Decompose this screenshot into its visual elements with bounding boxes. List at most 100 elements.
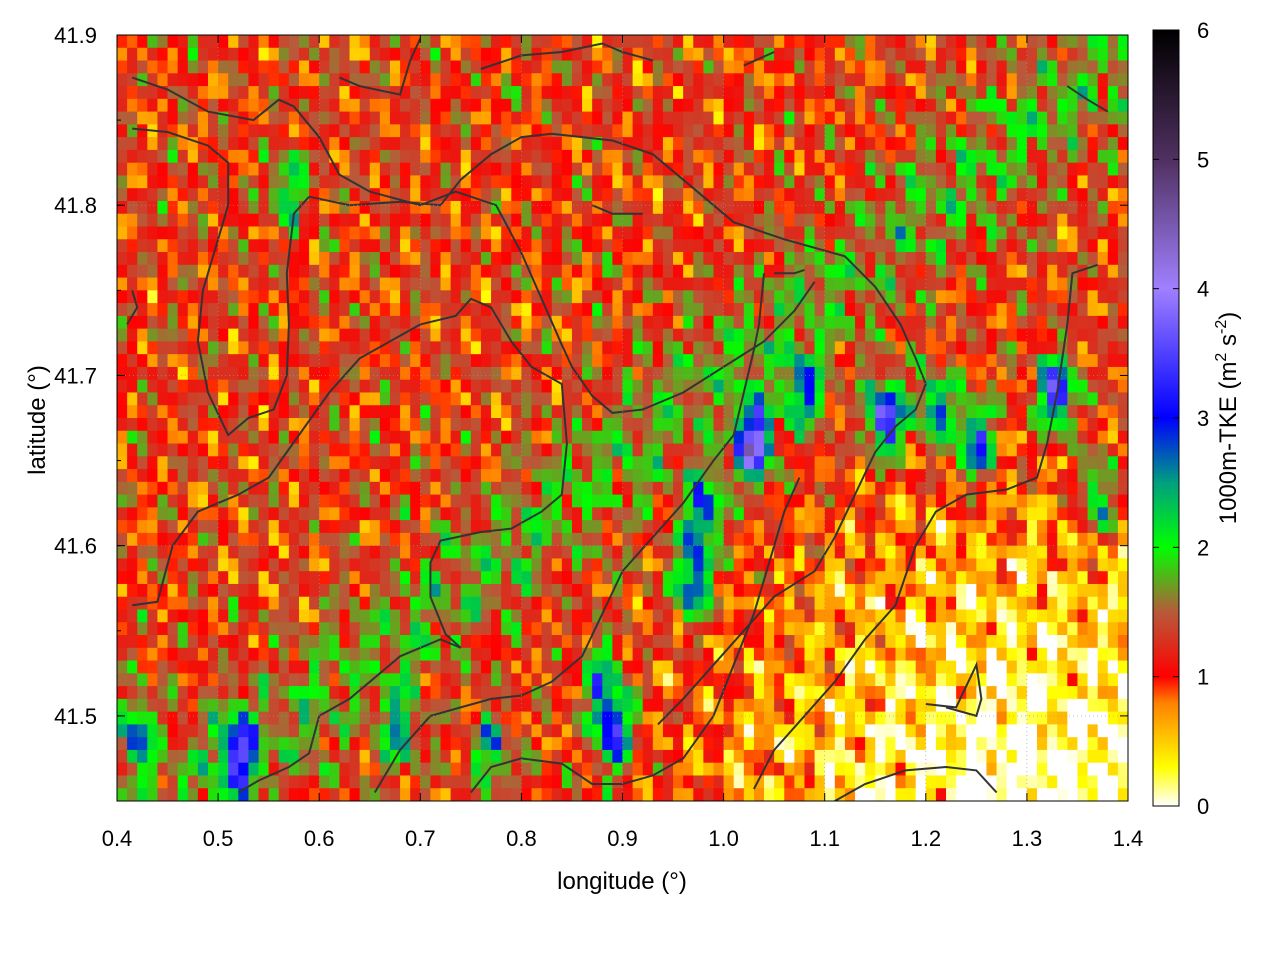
heatmap-cell — [673, 315, 684, 330]
heatmap-cell — [996, 264, 1008, 279]
heatmap-cell — [521, 443, 533, 457]
heatmap-cell — [844, 532, 856, 547]
heatmap-cell — [298, 226, 310, 240]
heatmap-cell — [632, 558, 644, 572]
heatmap-cell — [410, 341, 421, 355]
heatmap-cell — [774, 303, 785, 317]
heatmap-cell — [531, 520, 543, 534]
heatmap-cell — [248, 124, 260, 138]
heatmap-cell — [1037, 507, 1048, 521]
heatmap-cell — [935, 264, 947, 279]
heatmap-cell — [723, 47, 735, 62]
heatmap-cell — [531, 379, 543, 394]
heatmap-cell — [834, 60, 846, 74]
heatmap-cell — [561, 596, 573, 611]
heatmap-cell — [865, 354, 876, 368]
heatmap-cell — [824, 252, 836, 266]
heatmap-cell — [1087, 558, 1099, 572]
heatmap-cell — [309, 418, 320, 432]
heatmap-cell — [804, 647, 816, 662]
heatmap-cell — [137, 162, 148, 177]
heatmap-cell — [268, 86, 280, 100]
heatmap-cell — [521, 558, 533, 572]
heatmap-cell — [470, 188, 482, 202]
heatmap-cell — [925, 366, 937, 381]
heatmap-cell — [400, 303, 411, 317]
heatmap-cell — [1067, 98, 1079, 113]
heatmap-cell — [1117, 418, 1128, 432]
heatmap-cell — [349, 443, 361, 457]
heatmap-cell — [147, 443, 159, 457]
heatmap-cell — [976, 200, 988, 215]
heatmap-cell — [935, 86, 947, 100]
heatmap-cell — [683, 264, 694, 279]
heatmap-cell — [582, 200, 593, 215]
heatmap-cell — [329, 239, 341, 253]
heatmap-cell — [258, 277, 270, 291]
heatmap-cell — [511, 571, 522, 585]
heatmap-cell — [248, 379, 260, 394]
heatmap-cell — [531, 469, 543, 483]
heatmap-cell — [117, 405, 128, 419]
heatmap-cell — [996, 252, 1008, 266]
heatmap-cell — [723, 469, 735, 483]
heatmap-cell — [248, 430, 260, 445]
heatmap-cell — [582, 73, 593, 87]
heatmap-cell — [612, 366, 624, 381]
heatmap-cell — [187, 239, 199, 253]
heatmap-cell — [966, 303, 977, 317]
heatmap-cell — [268, 200, 280, 215]
heatmap-cell — [602, 622, 613, 636]
heatmap-cell — [319, 430, 330, 445]
heatmap-cell — [521, 188, 533, 202]
heatmap-cell — [177, 47, 189, 62]
heatmap-cell — [440, 252, 452, 266]
heatmap-cell — [187, 622, 199, 636]
heatmap-cell — [925, 277, 937, 291]
heatmap-cell — [501, 47, 512, 62]
heatmap-cell — [652, 481, 664, 496]
heatmap-cell — [359, 239, 371, 253]
heatmap-cell — [743, 341, 755, 355]
heatmap-cell — [561, 392, 573, 406]
heatmap-cell — [389, 622, 401, 636]
heatmap-cell — [511, 366, 522, 381]
heatmap-cell — [288, 558, 300, 572]
heatmap-cell — [218, 354, 229, 368]
heatmap-cell — [339, 430, 351, 445]
heatmap-cell — [501, 239, 512, 253]
heatmap-cell — [935, 469, 947, 483]
heatmap-cell — [389, 469, 401, 483]
heatmap-cell — [157, 264, 169, 279]
heatmap-cell — [440, 47, 452, 62]
heatmap-cell — [1037, 73, 1048, 87]
heatmap-cell — [349, 622, 361, 636]
heatmap-cell — [753, 252, 765, 266]
heatmap-cell — [137, 277, 148, 291]
heatmap-cell — [774, 35, 785, 49]
heatmap-cell — [329, 252, 341, 266]
heatmap-cell — [582, 47, 593, 62]
heatmap-cell — [571, 635, 583, 649]
heatmap-cell — [238, 660, 250, 674]
heatmap-cell — [389, 73, 401, 87]
heatmap-cell — [935, 188, 947, 202]
heatmap-cell — [733, 609, 745, 623]
heatmap-cell — [420, 647, 432, 662]
heatmap-cell — [420, 239, 432, 253]
heatmap-cell — [551, 35, 563, 49]
heatmap-cell — [1117, 507, 1128, 521]
heatmap-cell — [1067, 443, 1079, 457]
heatmap-cell — [501, 290, 512, 304]
heatmap-cell — [491, 175, 502, 189]
heatmap-cell — [541, 405, 553, 419]
heatmap-cell — [329, 558, 341, 572]
heatmap-cell — [824, 507, 836, 521]
heatmap-cell — [207, 583, 219, 598]
heatmap-cell — [248, 596, 260, 611]
heatmap-cell — [925, 315, 937, 330]
heatmap-cell — [278, 175, 290, 189]
heatmap-cell — [339, 277, 351, 291]
heatmap-cell — [228, 35, 239, 49]
heatmap-cell — [369, 175, 381, 189]
